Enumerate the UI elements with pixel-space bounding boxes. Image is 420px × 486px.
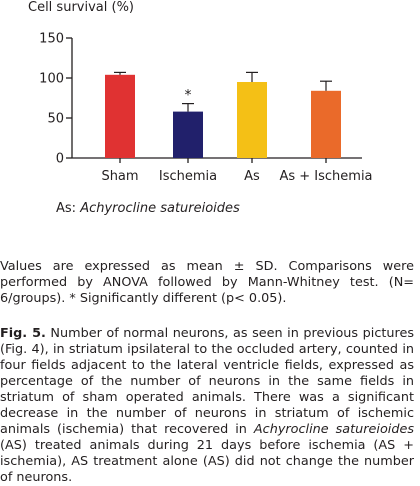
x-category-label: Ischemia — [159, 169, 217, 184]
caption-text-part1: Number of normal neurons, as seen in pre… — [0, 325, 415, 437]
chart-axes: 0 50 100 150 Sham Ischemia As As + Ischemia — [39, 32, 372, 185]
bar — [105, 74, 135, 158]
caption-text-part2: (AS) treated animals during 21 days befo… — [0, 437, 414, 485]
figure-caption: Fig. 5. Number of normal neurons, as see… — [0, 326, 414, 486]
abbreviation-prefix: As: — [56, 201, 81, 216]
abbreviation-note: As: Achyrocline satureioides — [56, 201, 240, 216]
x-category-label: As — [244, 169, 260, 184]
bar — [311, 90, 341, 158]
abbreviation-species: Achyrocline satureioides — [80, 201, 240, 216]
y-tick-label: 150 — [39, 32, 64, 47]
bar-chart: Cell survival (%) 0 50 100 150 Sham Ischemia A… — [28, 0, 373, 185]
chart-bars: * — [105, 71, 341, 158]
y-tick-label: 100 — [39, 72, 64, 87]
y-tick-label: 50 — [47, 112, 64, 127]
x-category-label: Sham — [101, 169, 138, 184]
x-category-label: As + Ischemia — [279, 169, 372, 184]
significance-marker: * — [185, 88, 192, 104]
bar — [237, 82, 267, 158]
figure-label: Fig. 5. — [0, 325, 46, 341]
caption-species: Achyrocline satureioides — [253, 421, 414, 437]
bar — [173, 111, 203, 158]
y-tick-label: 0 — [56, 152, 64, 167]
chart-title: Cell survival (%) — [28, 0, 134, 15]
statistics-note: Values are expressed as mean ± SD. Compa… — [0, 258, 414, 306]
